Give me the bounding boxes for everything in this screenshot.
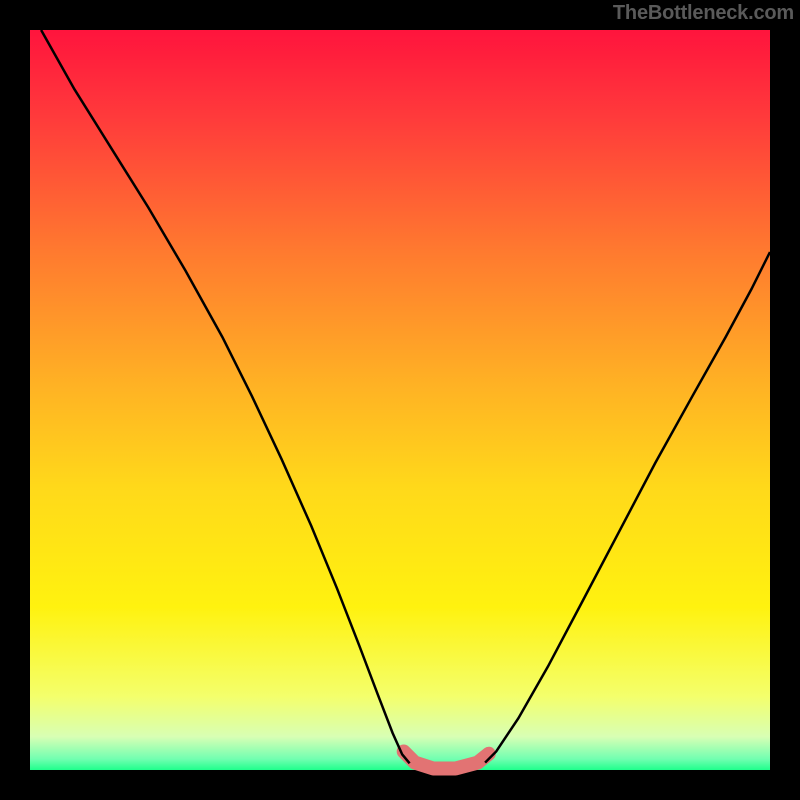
chart-svg bbox=[0, 0, 800, 800]
plot-background bbox=[30, 30, 770, 770]
chart-container: TheBottleneck.com bbox=[0, 0, 800, 800]
